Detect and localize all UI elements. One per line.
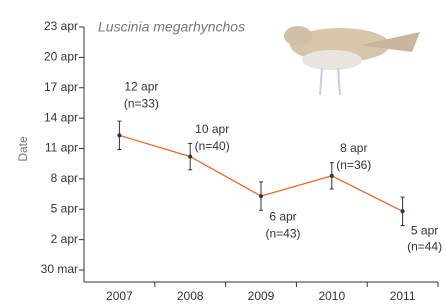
y-axis-label: Date: [16, 136, 30, 162]
y-tick-label: 8 apr: [51, 171, 78, 185]
y-tick-label: 20 apr: [44, 50, 78, 64]
data-label: 5 apr: [411, 223, 438, 237]
x-tick-label: 2008: [177, 289, 204, 303]
sample-label: (n=33): [124, 97, 159, 111]
data-label: 8 apr: [340, 141, 367, 155]
sample-label: (n=36): [336, 158, 371, 172]
x-tick-label: 2011: [390, 289, 416, 303]
bird-belly: [302, 50, 362, 70]
y-tick-label: 17 apr: [44, 80, 78, 94]
point: [330, 174, 334, 178]
point: [401, 209, 405, 213]
y-tick-label: 5 apr: [51, 201, 78, 215]
point: [188, 155, 192, 159]
chart-title: Luscinia megarhynchos: [98, 19, 245, 35]
x-tick-label: 2010: [318, 289, 345, 303]
bird-image: [272, 8, 432, 108]
data-label: 12 apr: [124, 80, 158, 94]
point: [117, 133, 121, 137]
y-tick-label: 2 apr: [51, 232, 78, 246]
sample-label: (n=43): [265, 226, 300, 240]
y-tick-label: 14 apr: [44, 110, 78, 124]
x-tick-label: 2009: [248, 289, 275, 303]
x-tick-label: 2007: [106, 289, 133, 303]
sample-label: (n=40): [195, 139, 230, 153]
point: [259, 194, 263, 198]
y-tick-label: 30 mar: [41, 262, 78, 276]
data-label: 10 apr: [195, 122, 229, 136]
y-tick-label: 23 apr: [44, 19, 78, 33]
data-label: 6 apr: [269, 209, 296, 223]
chart: Luscinia megarhynchos Date 30 mar 2 apr 5 …: [0, 0, 446, 305]
y-tick-label: 11 apr: [45, 141, 78, 155]
bird-head: [284, 26, 312, 46]
sample-label: (n=44): [407, 239, 442, 253]
